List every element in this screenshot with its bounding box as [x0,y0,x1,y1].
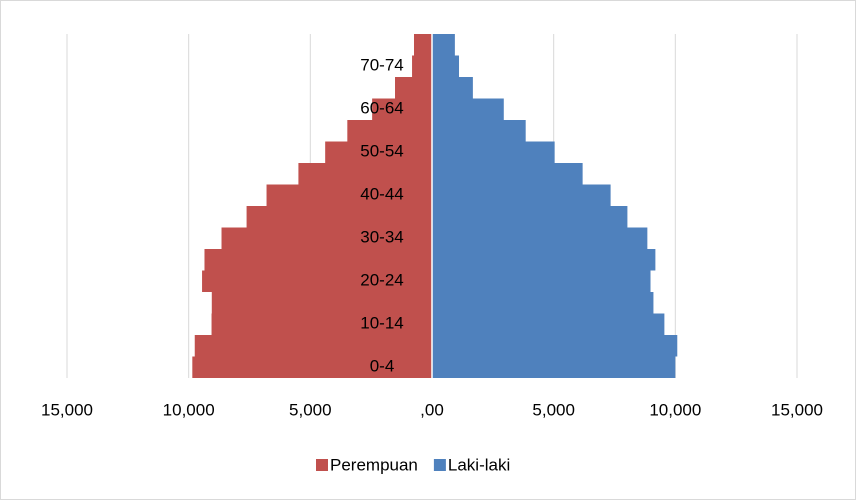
x-tick-label: 10,000 [163,400,215,419]
y-tick-label: 60-64 [360,99,403,118]
legend-label: Perempuan [330,455,418,474]
bar [413,34,432,56]
legend-swatch [316,459,328,471]
bar [347,120,432,142]
bar [432,55,460,77]
bar [432,270,651,292]
y-tick-label: 20-24 [360,271,403,290]
bar [211,292,432,314]
bar [211,313,432,335]
bar [432,292,654,314]
bar [325,141,432,163]
bar [298,163,432,185]
y-tick-label: 10-14 [360,314,403,333]
bar [372,98,432,120]
y-tick-label: 0-4 [370,357,395,376]
bar [432,34,455,56]
bar [432,120,526,142]
bar [202,270,432,292]
x-tick-label: 5,000 [532,400,575,419]
legend-label: Laki-laki [448,455,510,474]
y-tick-label: 50-54 [360,142,403,161]
bar [432,227,648,249]
x-tick-label: ,00 [420,400,444,419]
bar [432,356,676,378]
y-tick-label: 30-34 [360,228,403,247]
bar [432,206,628,228]
x-tick-label: 5,000 [289,400,332,419]
bar [204,249,432,271]
bar [432,184,611,206]
bar [432,163,583,185]
bar [432,313,665,335]
bar [412,55,432,77]
bar [194,335,432,357]
x-tick-label: 15,000 [41,400,93,419]
bar [432,77,473,99]
bar [246,206,432,228]
bar [395,77,432,99]
bar [221,227,432,249]
bar [192,356,432,378]
y-tick-label: 70-74 [360,56,403,75]
bar [432,98,504,120]
x-tick-label: 10,000 [649,400,701,419]
legend-swatch [433,459,446,471]
x-tick-label: 15,000 [771,400,823,419]
bar [432,335,678,357]
bar [266,184,432,206]
y-tick-label: 40-44 [360,185,403,204]
bar [432,141,555,163]
bar [432,249,656,271]
